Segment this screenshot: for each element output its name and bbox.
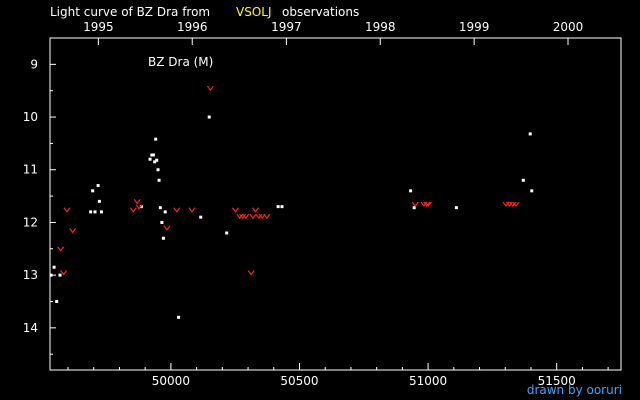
chart-title-source: VSOLJ bbox=[236, 5, 272, 19]
visual-estimate-point bbox=[154, 137, 158, 141]
visual-estimate-point bbox=[158, 206, 162, 210]
fainter-than-point bbox=[242, 213, 250, 220]
visual-estimate-point bbox=[207, 115, 211, 119]
visual-estimate-point bbox=[91, 189, 95, 193]
chart-title-prefix: Light curve of BZ Dra from bbox=[50, 5, 211, 19]
fainter-than-point bbox=[249, 213, 257, 220]
fainter-than-point bbox=[423, 201, 431, 207]
fainter-than-point bbox=[263, 213, 271, 220]
fainter-than-point bbox=[173, 207, 181, 213]
data-marks bbox=[49, 85, 534, 319]
y-tick-label: 9 bbox=[30, 57, 38, 71]
x-tick-label-bottom: 50000 bbox=[152, 374, 190, 388]
fainter-than-point bbox=[231, 207, 239, 213]
visual-estimate-point bbox=[58, 273, 62, 277]
visual-estimate-point bbox=[161, 236, 165, 240]
x-tick-label-top: 2000 bbox=[553, 20, 584, 34]
fainter-than-point bbox=[411, 201, 419, 207]
panel-label: BZ Dra (M) bbox=[148, 55, 213, 69]
credit-label: drawn by ooruri bbox=[526, 383, 622, 397]
x-tick-label-top: 1997 bbox=[271, 20, 302, 34]
visual-estimate-point bbox=[155, 158, 159, 162]
visual-estimate-point bbox=[177, 315, 181, 319]
visual-estimate-point bbox=[52, 265, 56, 269]
fainter-than-point bbox=[135, 204, 143, 210]
fainter-than-point bbox=[163, 225, 171, 231]
visual-estimate-point bbox=[160, 220, 164, 224]
fainter-than-point bbox=[69, 227, 77, 234]
fainter-than-point bbox=[424, 201, 432, 207]
fainter-than-point bbox=[247, 270, 255, 276]
fainter-than-point bbox=[63, 207, 71, 213]
fainter-than-point bbox=[236, 213, 244, 220]
visual-estimate-point bbox=[153, 160, 157, 164]
y-tick-label: 10 bbox=[23, 110, 38, 124]
visual-estimate-point bbox=[409, 189, 413, 193]
visual-estimate-point bbox=[454, 206, 458, 210]
visual-estimate-point bbox=[151, 153, 155, 157]
x-tick-label-top: 1995 bbox=[83, 20, 114, 34]
x-tick-label-bottom: 50500 bbox=[280, 374, 318, 388]
fainter-than-point bbox=[60, 270, 68, 276]
x-tick-label-top: 1996 bbox=[177, 20, 208, 34]
fainter-than-point bbox=[133, 199, 141, 205]
y-tick-label: 11 bbox=[23, 163, 38, 177]
visual-estimate-point bbox=[156, 168, 160, 172]
fainter-than-point bbox=[57, 246, 65, 252]
visual-estimate-point bbox=[89, 210, 93, 214]
visual-estimate-point bbox=[96, 184, 100, 188]
visual-estimate-point bbox=[199, 215, 203, 219]
fainter-than-point bbox=[512, 201, 520, 207]
visual-estimate-point bbox=[276, 205, 280, 209]
visual-estimate-point bbox=[150, 153, 154, 157]
x-tick-label-top: 1998 bbox=[365, 20, 396, 34]
visual-estimate-point bbox=[55, 299, 59, 303]
axis-ticks: 9 10 11 12 13 14 50000 50500 51000 51500 1995 1996 1… bbox=[23, 20, 609, 388]
visual-estimate-point bbox=[139, 205, 143, 209]
fainter-than-point bbox=[207, 85, 214, 92]
chart-title-suffix: observations bbox=[282, 5, 360, 19]
plot-frame bbox=[49, 37, 622, 371]
visual-estimate-point bbox=[97, 199, 101, 203]
x-tick-label-top: 1999 bbox=[459, 20, 490, 34]
y-tick-label: 14 bbox=[23, 321, 38, 335]
visual-estimate-point bbox=[157, 178, 161, 182]
visual-estimate-point bbox=[99, 210, 103, 214]
fainter-than-point bbox=[239, 213, 247, 220]
visual-estimate-point bbox=[163, 210, 167, 214]
fainter-than-point bbox=[129, 207, 137, 213]
visual-estimate-point bbox=[148, 157, 152, 161]
visual-estimate-point bbox=[280, 205, 284, 209]
visual-estimate-point bbox=[412, 206, 416, 210]
visual-estimate-point bbox=[528, 132, 532, 136]
visual-estimate-point bbox=[49, 273, 53, 277]
y-tick-label: 13 bbox=[23, 268, 38, 282]
x-tick-label-bottom: 51500 bbox=[538, 374, 576, 388]
fainter-than-point bbox=[252, 207, 259, 213]
y-tick-label: 12 bbox=[23, 215, 38, 229]
visual-estimate-point bbox=[521, 178, 525, 182]
visual-estimate-point bbox=[225, 231, 229, 235]
visual-estimate-point bbox=[530, 189, 534, 193]
x-tick-label-bottom: 51000 bbox=[409, 374, 447, 388]
fainter-than-point bbox=[188, 207, 196, 213]
visual-estimate-point bbox=[93, 210, 97, 214]
